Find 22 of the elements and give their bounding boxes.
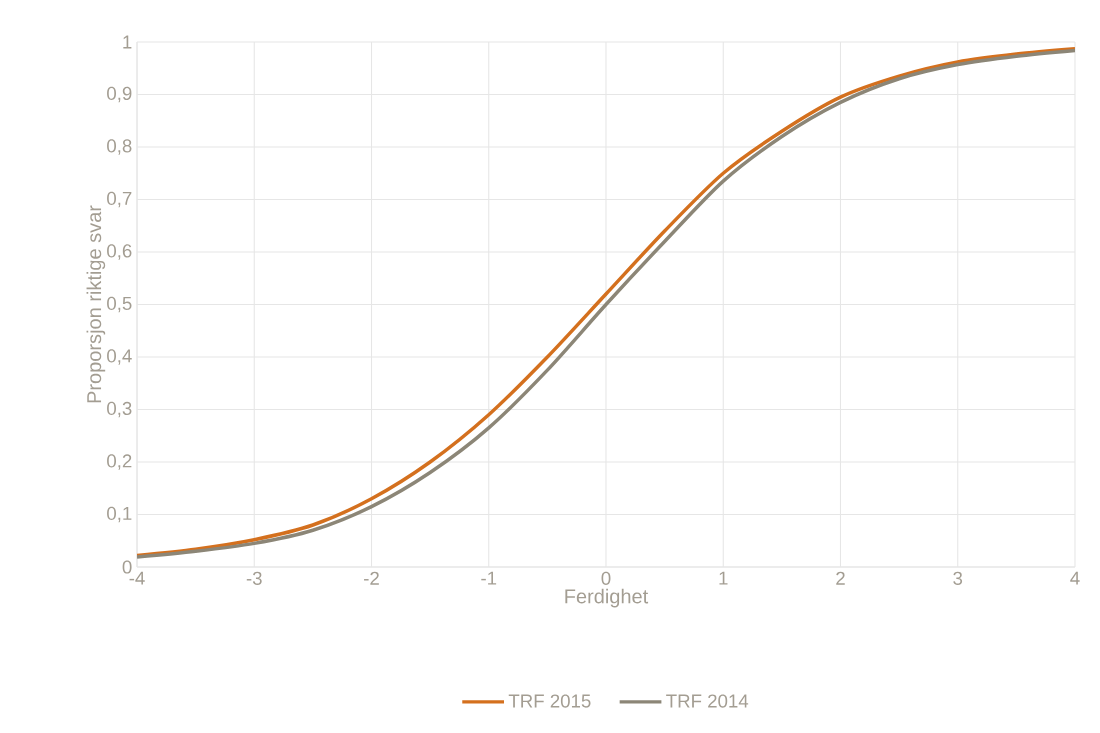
y-tick-label: 0,6: [107, 244, 132, 260]
y-tick-label: 1: [123, 35, 132, 49]
y-tick-label: 0,2: [107, 454, 132, 470]
y-tick-label: 0,5: [107, 296, 132, 313]
y-tick-label: 0,1: [107, 506, 132, 523]
x-tick-label: 2: [836, 571, 845, 585]
x-tick-label: 1: [719, 571, 728, 585]
y-tick-label: 0,9: [107, 86, 132, 103]
x-tick-label: -2: [364, 571, 379, 585]
x-tick-label: 4: [1070, 571, 1080, 585]
x-tick-label: 0: [601, 571, 611, 585]
y-tick-label: 0,4: [107, 349, 132, 365]
legend-label: TRF 2015: [508, 694, 591, 708]
y-tick-label: 0,7: [107, 191, 132, 208]
x-tick-label: -1: [481, 571, 497, 585]
y-tick-label: 0,3: [107, 401, 132, 418]
y-tick-label: 0,8: [107, 139, 132, 155]
y-axis-title: Proporsjon riktige svar: [86, 205, 106, 403]
legend-label: TRF 2014: [666, 694, 749, 708]
x-tick-label: -3: [246, 571, 262, 585]
x-tick-label: 3: [953, 571, 963, 585]
x-axis-title: Ferdighet: [565, 588, 649, 608]
